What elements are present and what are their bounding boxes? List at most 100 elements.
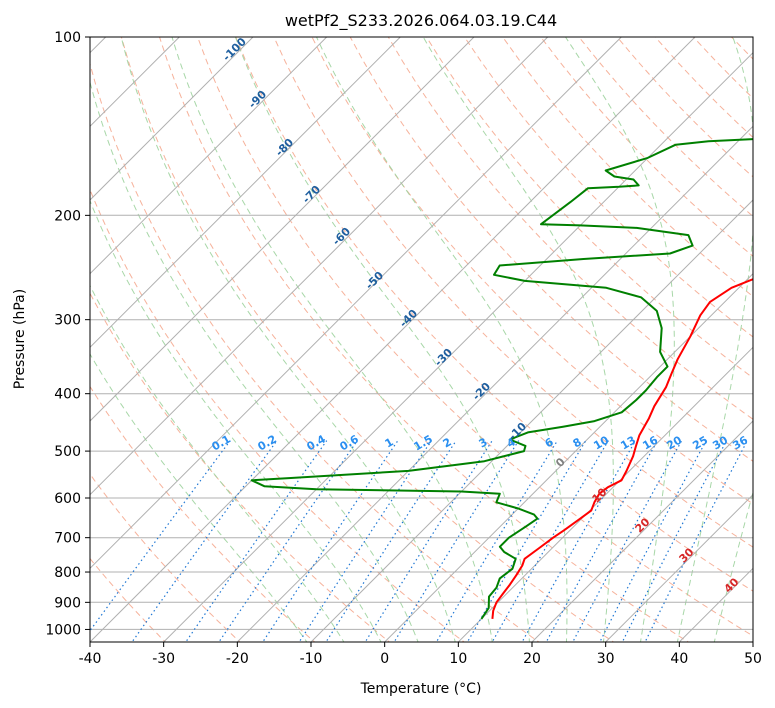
x-tick-label: 20 [523,651,541,667]
dry-adiabat-line [692,37,753,99]
dewpoint-profile-line [250,138,753,620]
line-annotations: -100-90-80-70-60-50-40-30-20-100.1 0.2 0.4… [210,35,751,596]
dry-adiabat-line [349,37,753,462]
dry-adiabat-label: -70 [300,183,323,206]
isotherm-line [90,37,254,201]
mixing-ratio-label: 1.5 [412,432,435,453]
dry-adiabat-label: -50 [363,269,386,292]
y-tick-label: 600 [54,491,81,507]
mixing-ratio-label: 8 [571,435,584,450]
dry-adiabat-line [654,37,753,139]
dry-adiabat-label: -20 [470,380,493,403]
mixing-ratio-line [599,440,707,642]
x-tick-label: -30 [152,651,175,667]
mixing-ratio-line [491,440,609,642]
mixing-ratio-label: 6 [543,435,556,450]
y-tick-label: 1000 [45,622,81,638]
moist-adiabat-line [171,37,493,642]
mixing-ratio-line [218,440,358,642]
x-tick-label: 40 [670,651,688,667]
moist-adiabat-line [565,37,675,642]
y-tick-label: 200 [54,208,81,224]
mixing-ratio-label: 25 [690,434,710,453]
isotherm-line [90,37,328,275]
dry-adiabat-line [311,37,753,505]
moist-adiabat-line [713,490,753,642]
y-tick-label: 900 [54,595,81,611]
mixing-ratio-line [621,440,728,642]
mixing-ratio-line [644,440,748,642]
dry-adiabat-line [90,473,241,642]
moist-adiabat-label: 30 [677,545,697,565]
isotherm-line [90,37,475,422]
temperature-profile-line [491,278,753,619]
moist-adiabat-label: 20 [633,515,653,535]
mixing-ratio-label: 0.2 [256,432,279,453]
isotherm-line [457,346,753,642]
dry-adiabat-label: -90 [246,88,269,111]
mixing-ratio-line [521,440,637,642]
y-tick-label: 800 [54,565,81,581]
moist-adiabat-line [422,37,614,642]
moist-adiabat-line [316,37,568,642]
isotherm-line [531,420,753,642]
mixing-ratio-line [185,440,328,642]
moist-adiabat-line [90,284,345,642]
x-tick-label: 50 [744,651,762,667]
dry-adiabat-line [90,292,391,642]
isotherm-line [90,37,401,349]
x-tick-label: -20 [226,651,249,667]
mixing-ratio-line [90,440,231,632]
dry-adiabat-line [387,37,753,420]
mixing-ratio-label: 0.4 [305,432,329,453]
moist-adiabat-label: 40 [722,575,742,595]
dry-adiabat-line [159,37,690,642]
moist-adiabat-line [90,199,382,642]
mixing-ratio-line [572,440,683,642]
y-tick-label: 700 [54,531,81,547]
dry-adiabat-label: -80 [273,136,296,159]
dry-adiabat-line [425,37,753,379]
isotherm-line [752,641,753,642]
y-tick-label: 400 [54,387,81,403]
x-tick-label: -10 [300,651,323,667]
mixing-ratio-line [466,440,587,642]
mixing-ratio-label: 20 [664,433,684,452]
mixing-ratio-line [131,440,278,642]
mixing-ratio-line [364,440,493,642]
mixing-ratio-line [435,440,558,642]
dry-adiabat-label: -40 [397,307,420,330]
mixing-ratio-label: 36 [730,433,750,452]
x-tick-label: -40 [79,651,102,667]
isotherm-line [384,272,753,642]
dry-adiabat-line [197,37,753,637]
dry-adiabat-line [273,37,753,548]
chart-title: wetPf2_S233.2026.064.03.19.C44 [285,11,557,31]
isotherm-line [605,493,753,642]
isotherm-line [90,37,696,642]
moist-adiabat-line [120,37,456,642]
sounding-series [250,138,753,620]
isotherm-line [310,199,753,642]
mixing-ratio-label: 1 [383,435,396,450]
moist-adiabat-label: 0 [553,455,568,470]
dry-adiabat-line [770,37,775,644]
x-axis-title: Temperature (°C) [360,681,482,697]
dry-adiabat-label: -30 [432,346,455,369]
moist-adiabat-line [90,80,419,642]
isotherm-line [163,51,753,642]
mixing-ratio-line [262,440,399,642]
y-tick-label: 500 [54,444,81,460]
isotherm-line [236,125,753,642]
mixing-ratio-label: 2 [441,435,454,450]
x-tick-label: 10 [449,651,467,667]
background-lines [90,37,775,644]
mixing-ratio-label: 0.6 [338,432,362,453]
dry-adiabat-line [464,37,753,338]
mixing-ratio-label: 10 [591,433,611,452]
isotherm-line [90,37,549,496]
isotherm-line [90,37,622,570]
isotherm-line [678,567,753,642]
